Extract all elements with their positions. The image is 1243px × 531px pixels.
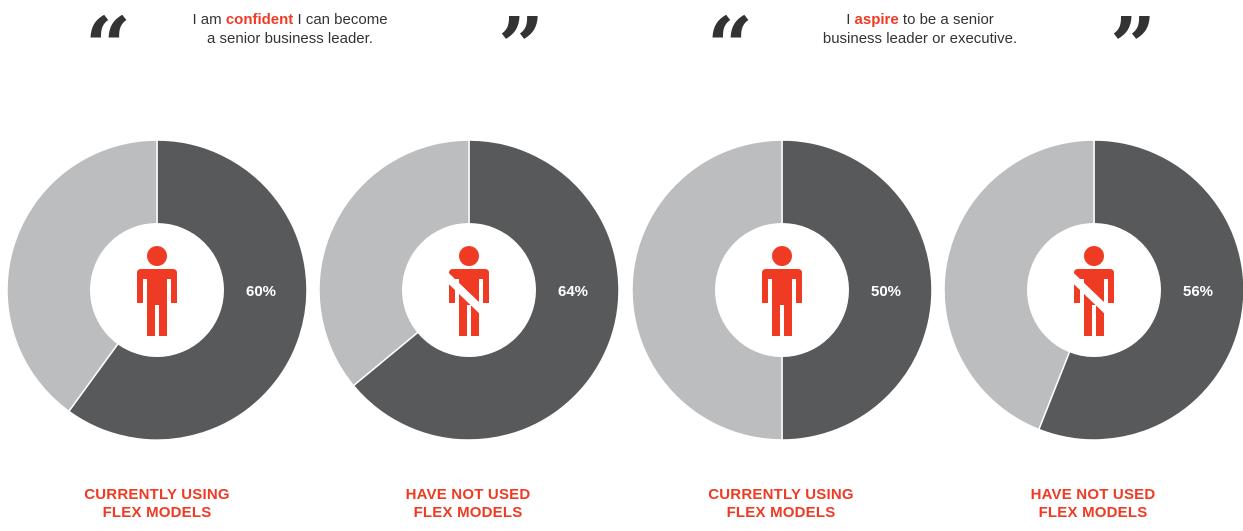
quote-text-post: I can become <box>293 11 388 28</box>
person-icon <box>137 246 177 336</box>
quote-text-post: to be a senior <box>898 11 994 28</box>
open-quote-icon: “ <box>707 0 754 93</box>
cross-slash <box>440 270 498 326</box>
category-label-line1: HAVE NOT USED <box>405 486 531 503</box>
category-label: HAVE NOT USED FLEX MODELS <box>993 486 1193 522</box>
slice-remainder <box>631 139 783 441</box>
person-head <box>1084 246 1104 266</box>
category-label-line1: HAVE NOT USED <box>1030 486 1156 503</box>
value-label: 64% <box>558 283 588 300</box>
slice-remainder <box>943 139 1095 431</box>
value-label: 60% <box>246 283 276 300</box>
quote-text-pre: I am <box>192 11 226 28</box>
quote-text: I am confident I can become a senior bus… <box>170 10 410 48</box>
person-body <box>137 269 177 336</box>
donut-chart: 56% <box>943 139 1243 441</box>
donut-chart: 64% <box>318 139 620 441</box>
close-quote-icon: ” <box>498 0 545 93</box>
quote-text-pre: I <box>846 11 855 28</box>
person-head <box>147 246 167 266</box>
category-label: HAVE NOT USED FLEX MODELS <box>368 486 568 522</box>
quote-emphasis: aspire <box>854 11 899 28</box>
category-label-line2: FLEX MODELS <box>413 504 523 521</box>
person-icon <box>762 246 802 336</box>
quote-emphasis: confident <box>225 11 294 28</box>
donut-chart: 60% <box>6 139 308 441</box>
quote-text-line2: business leader or executive. <box>822 30 1018 47</box>
person-body <box>762 269 802 336</box>
category-label-line1: CURRENTLY USING <box>708 486 854 503</box>
person-crossed-icon <box>1065 246 1123 336</box>
category-label-line1: CURRENTLY USING <box>84 486 230 503</box>
category-label-line2: FLEX MODELS <box>1038 504 1148 521</box>
close-quote-icon: ” <box>1110 0 1157 93</box>
donut-chart: 50% <box>631 139 933 441</box>
cross-slash <box>1065 270 1123 326</box>
slice-remainder <box>318 139 470 387</box>
value-label: 50% <box>871 283 901 300</box>
quote-text: I aspire to be a senior business leader … <box>800 10 1040 48</box>
category-label: CURRENTLY USING FLEX MODELS <box>57 486 257 522</box>
person-head <box>772 246 792 266</box>
open-quote-icon: “ <box>85 0 132 93</box>
person-crossed-icon <box>440 246 498 336</box>
category-label: CURRENTLY USING FLEX MODELS <box>681 486 881 522</box>
slice-value <box>781 139 933 441</box>
slice-remainder <box>6 139 158 413</box>
quote-confident: “ I am confident I can become a senior b… <box>0 0 620 86</box>
quote-text-line2: a senior business leader. <box>207 30 373 47</box>
value-label: 56% <box>1183 283 1213 300</box>
category-label-line2: FLEX MODELS <box>102 504 212 521</box>
quote-aspire: “ I aspire to be a senior business leade… <box>620 0 1243 86</box>
person-head <box>459 246 479 266</box>
category-label-line2: FLEX MODELS <box>726 504 836 521</box>
